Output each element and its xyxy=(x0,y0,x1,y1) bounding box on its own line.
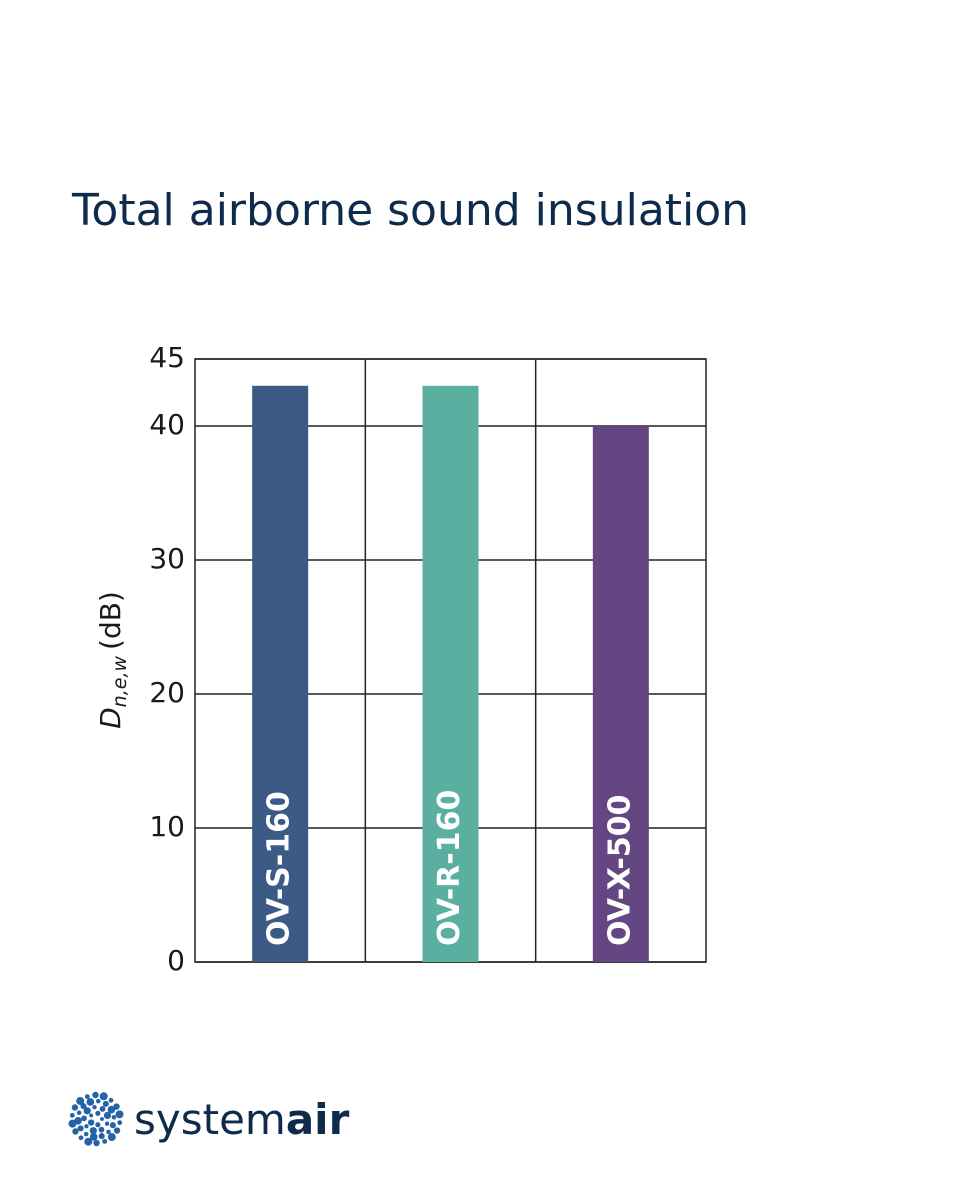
logo-dot xyxy=(106,1129,111,1135)
logo-dot xyxy=(83,1131,89,1137)
bar-label: OV-S-160 xyxy=(262,791,297,946)
logo-dot xyxy=(92,1104,97,1110)
logo-dot xyxy=(92,1091,99,1099)
bar xyxy=(252,385,309,962)
logo-dot xyxy=(98,1126,105,1133)
logo-dot xyxy=(69,1112,75,1118)
logo-dot xyxy=(109,1122,116,1129)
logo-dot xyxy=(89,1113,94,1118)
logo-dot xyxy=(99,1092,108,1101)
logo-dot xyxy=(76,1110,82,1116)
logo-text: systemair xyxy=(134,1095,350,1144)
logo-light: system xyxy=(134,1095,286,1144)
logo-dot xyxy=(104,1121,110,1126)
logo-dot xyxy=(84,1137,93,1146)
bar xyxy=(422,385,479,962)
logo-dot xyxy=(107,1105,116,1114)
logo-dot xyxy=(102,1138,108,1144)
y-label-symbol: D xyxy=(94,707,127,729)
logo-dot xyxy=(89,1133,98,1141)
logo-dot xyxy=(71,1104,79,1111)
logo-dot xyxy=(102,1100,109,1107)
logo-dot xyxy=(84,1124,89,1129)
logo-dot xyxy=(95,1110,101,1116)
logo-dot xyxy=(87,1119,95,1126)
bar-label: OV-X-500 xyxy=(602,795,637,947)
logo-dot xyxy=(68,1119,77,1128)
bar xyxy=(592,426,649,962)
y-tick-label: 45 xyxy=(149,341,185,374)
chart-title: Total airborne sound insulation xyxy=(71,185,749,236)
y-tick-label: 0 xyxy=(167,944,185,977)
logo-dot xyxy=(113,1103,120,1110)
logo-dot xyxy=(95,1098,101,1104)
logo-dot xyxy=(100,1117,104,1121)
y-tick-label: 10 xyxy=(149,810,185,843)
logo-dot xyxy=(86,1098,95,1106)
logo-bold: air xyxy=(286,1095,350,1144)
logo-dot xyxy=(99,1106,106,1112)
logo-dot xyxy=(89,1127,97,1135)
logo-dot xyxy=(76,1096,85,1105)
logo-dot xyxy=(111,1114,117,1120)
y-tick-label: 30 xyxy=(149,542,185,575)
y-label-unit: (dB) xyxy=(94,591,127,650)
logo-dot xyxy=(95,1122,101,1128)
logo-dot xyxy=(115,1110,124,1119)
logo-dot xyxy=(78,1135,84,1141)
logo-dot xyxy=(72,1128,79,1135)
y-axis-label: Dn,e,w (dB) xyxy=(94,591,131,729)
logo-icon xyxy=(68,1091,124,1147)
logo-dot xyxy=(84,1094,90,1100)
logo-dot xyxy=(98,1133,105,1140)
logo-dot xyxy=(83,1107,91,1115)
logo-dot xyxy=(81,1115,87,1122)
y-tick-label: 40 xyxy=(149,408,185,441)
logo-dot xyxy=(108,1097,114,1103)
bar-label: OV-R-160 xyxy=(432,790,467,946)
logo-dot xyxy=(77,1125,84,1132)
y-label-subscript: n,e,w xyxy=(109,656,131,708)
logo-dot xyxy=(103,1111,112,1120)
logo-dot xyxy=(117,1120,123,1126)
logo-dot xyxy=(113,1127,121,1134)
y-tick-label: 20 xyxy=(149,676,185,709)
logo-dot xyxy=(93,1139,100,1147)
logo-dot xyxy=(80,1103,87,1110)
logo-dot xyxy=(107,1133,116,1142)
